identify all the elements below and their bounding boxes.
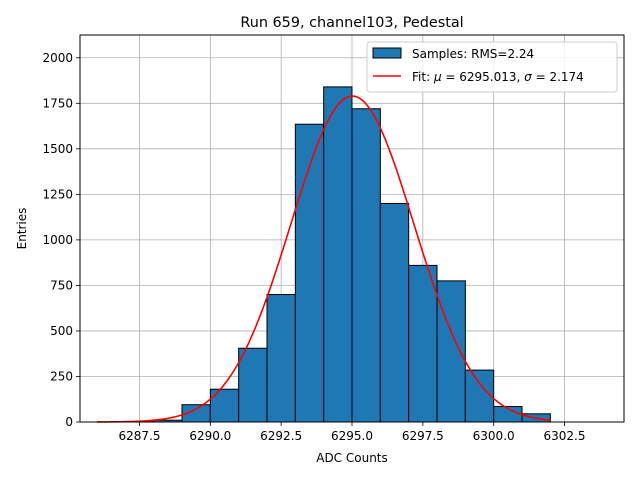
y-tick-label: 0 (65, 415, 73, 429)
legend: Samples: RMS=2.24 Fit: μ = 6295.013, σ =… (366, 41, 618, 93)
x-tick-label: 6297.5 (402, 429, 444, 443)
histogram-bars (124, 86, 551, 423)
y-tick-label: 250 (50, 369, 73, 383)
y-axis-label: Entries (15, 208, 29, 250)
y-axis-ticks: 0 250 500 750 1000 1250 1500 1750 2000 (42, 51, 80, 429)
legend-samples-swatch (372, 47, 402, 59)
legend-fit-sigma-symbol: σ (524, 70, 532, 84)
histogram-bar (408, 264, 438, 423)
y-tick-label: 1500 (42, 142, 73, 156)
fit-curve (96, 95, 551, 423)
histogram-bar (238, 347, 268, 423)
y-tick-label: 1750 (42, 96, 73, 110)
x-tick-label: 6287.5 (119, 429, 161, 443)
x-tick-label: 6302.5 (544, 429, 586, 443)
histogram-bar (323, 86, 353, 423)
x-tick-label: 6300.0 (473, 429, 515, 443)
fit-curve-group (96, 95, 551, 423)
y-tick-label: 2000 (42, 51, 73, 65)
y-tick-label: 1250 (42, 187, 73, 201)
histogram-bar (266, 294, 296, 423)
legend-fit-sigma-value: = 2.174 (532, 70, 584, 84)
legend-fit-label: Fit: μ = 6295.013, σ = 2.174 (412, 70, 584, 84)
legend-samples-label: Samples: RMS=2.24 (412, 47, 534, 61)
legend-fit-prefix: Fit: (412, 70, 434, 84)
legend-fit-mu-symbol: μ (433, 70, 442, 84)
x-tick-label: 6290.0 (189, 429, 231, 443)
x-tick-label: 6295.0 (331, 429, 373, 443)
y-tick-label: 750 (50, 278, 73, 292)
histogram-bar (379, 202, 410, 423)
y-tick-label: 1000 (42, 233, 73, 247)
histogram-bar (351, 108, 381, 423)
legend-fit-mu-value: = 6295.013, (442, 70, 525, 84)
histogram-bar (209, 388, 240, 423)
x-axis-label: ADC Counts (316, 451, 388, 465)
histogram-bar (436, 280, 466, 423)
histogram-bar (464, 369, 495, 423)
legend-box (366, 41, 618, 93)
chart-title: Run 659, channel103, Pedestal (240, 15, 463, 31)
y-tick-label: 500 (50, 324, 73, 338)
x-axis-ticks: 6287.5 6290.0 6292.5 6295.0 6297.5 6300.0 6302… (119, 422, 586, 443)
x-tick-label: 6292.5 (260, 429, 302, 443)
histogram-bar (294, 123, 325, 423)
